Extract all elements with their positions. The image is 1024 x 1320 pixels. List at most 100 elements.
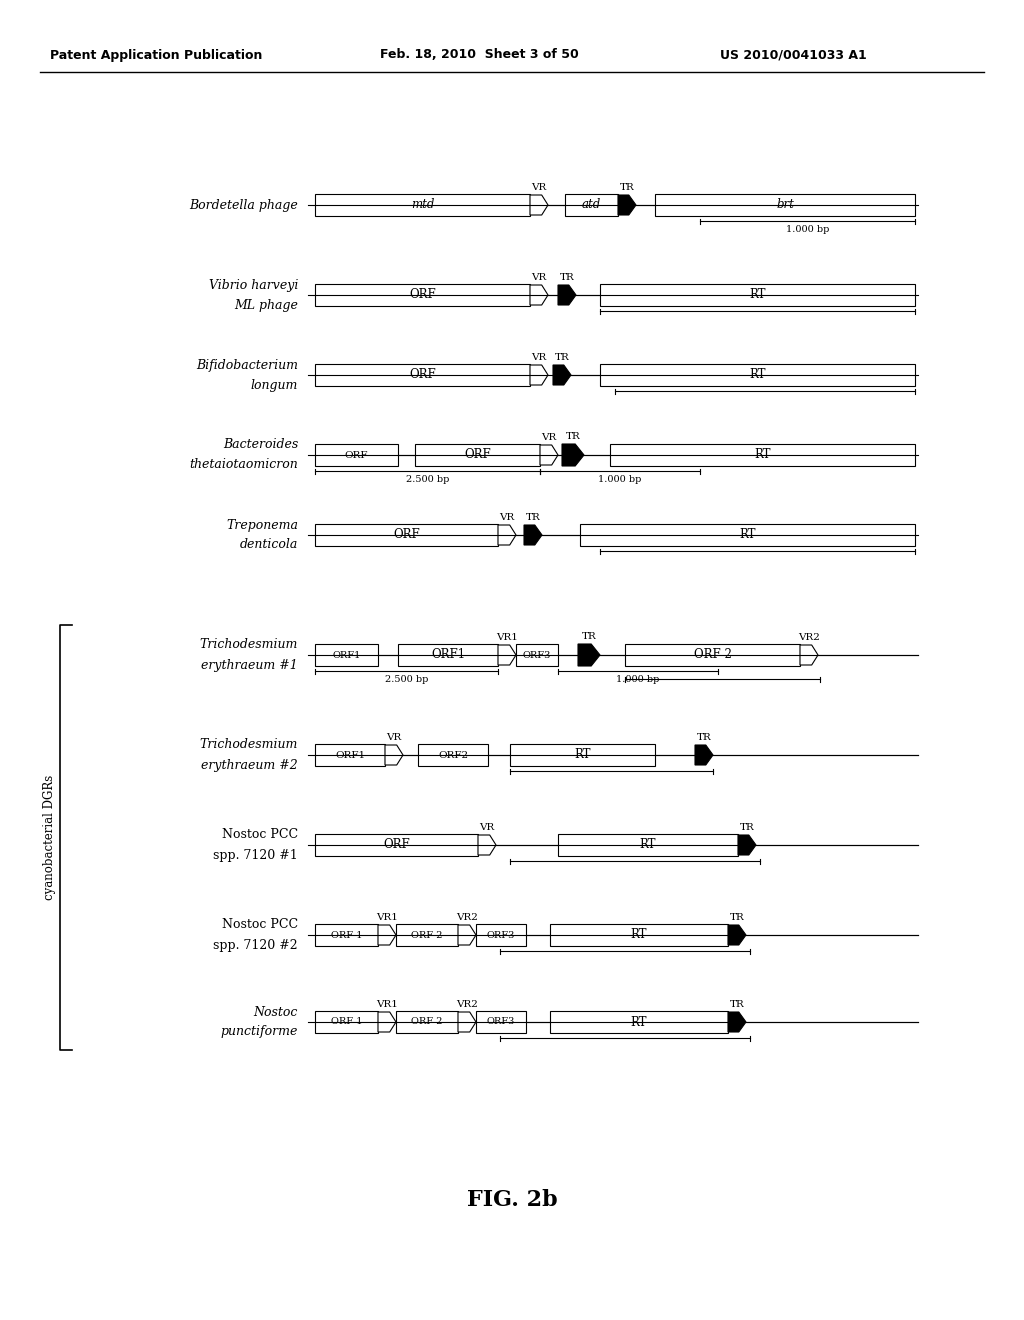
Text: ORF 1: ORF 1 (331, 931, 362, 940)
Text: ORF: ORF (393, 528, 420, 541)
Bar (655, 194, 915, 216)
Polygon shape (618, 195, 636, 215)
Text: 2.500 bp: 2.500 bp (406, 474, 450, 483)
Text: TR: TR (565, 432, 581, 441)
Text: RT: RT (631, 928, 647, 941)
Text: VR: VR (531, 352, 547, 362)
Text: ORF1: ORF1 (333, 651, 360, 660)
Text: Trichodesmium: Trichodesmium (200, 738, 298, 751)
Polygon shape (728, 925, 746, 945)
Text: TR: TR (620, 183, 635, 191)
Polygon shape (378, 925, 396, 945)
Bar (625, 644, 800, 667)
Text: VR2: VR2 (798, 634, 820, 642)
Text: ORF3: ORF3 (523, 651, 551, 660)
Text: TR: TR (696, 733, 712, 742)
Bar (315, 644, 378, 667)
Polygon shape (540, 445, 558, 465)
Text: TR: TR (525, 513, 541, 521)
Bar (315, 194, 530, 216)
Text: cyanobacterial DGRs: cyanobacterial DGRs (43, 775, 56, 900)
Text: TR: TR (730, 1001, 744, 1008)
Bar (600, 364, 915, 385)
Polygon shape (800, 645, 818, 665)
Text: VR1: VR1 (376, 1001, 398, 1008)
Text: ORF: ORF (410, 289, 436, 301)
Text: ORF 2: ORF 2 (412, 931, 442, 940)
Text: ORF 2: ORF 2 (693, 648, 731, 661)
Text: ORF3: ORF3 (486, 1018, 515, 1027)
Text: ORF: ORF (464, 449, 490, 462)
Bar (476, 1011, 526, 1034)
Polygon shape (530, 195, 548, 215)
Text: erythraeum #1: erythraeum #1 (202, 659, 298, 672)
Polygon shape (562, 444, 584, 466)
Polygon shape (458, 1012, 476, 1032)
Text: TR: TR (560, 273, 574, 282)
Text: RT: RT (640, 838, 656, 851)
Text: mtd: mtd (411, 198, 434, 211)
Bar (550, 1011, 728, 1034)
Bar (600, 284, 915, 306)
Polygon shape (578, 644, 600, 667)
Text: 1.000 bp: 1.000 bp (616, 675, 659, 684)
Text: Bordetella phage: Bordetella phage (189, 198, 298, 211)
Bar (610, 444, 915, 466)
Text: VR: VR (479, 822, 495, 832)
Bar (398, 644, 498, 667)
Text: Nostoc PCC: Nostoc PCC (222, 919, 298, 932)
Text: Feb. 18, 2010  Sheet 3 of 50: Feb. 18, 2010 Sheet 3 of 50 (380, 49, 579, 62)
Text: RT: RT (755, 449, 771, 462)
Text: ORF 2: ORF 2 (412, 1018, 442, 1027)
Text: TR: TR (730, 913, 744, 921)
Bar (580, 524, 915, 546)
Text: VR: VR (386, 733, 401, 742)
Text: VR1: VR1 (376, 913, 398, 921)
Bar (315, 444, 398, 466)
Bar (315, 524, 498, 546)
Text: denticola: denticola (240, 539, 298, 552)
Text: TR: TR (582, 632, 596, 642)
Text: VR: VR (531, 183, 547, 191)
Text: spp. 7120 #2: spp. 7120 #2 (213, 939, 298, 952)
Polygon shape (498, 525, 516, 545)
Text: VR2: VR2 (456, 1001, 478, 1008)
Text: VR: VR (542, 433, 557, 442)
Bar (418, 744, 488, 766)
Text: RT: RT (750, 289, 766, 301)
Text: RT: RT (631, 1015, 647, 1028)
Bar (315, 924, 378, 946)
Text: TR: TR (555, 352, 569, 362)
Polygon shape (498, 645, 516, 665)
Text: erythraeum #2: erythraeum #2 (202, 759, 298, 771)
Polygon shape (530, 285, 548, 305)
Text: VR2: VR2 (456, 913, 478, 921)
Text: Nostoc PCC: Nostoc PCC (222, 829, 298, 842)
Bar (550, 924, 728, 946)
Text: TR: TR (739, 822, 755, 832)
Text: ORF1: ORF1 (335, 751, 366, 759)
Text: ORF 1: ORF 1 (331, 1018, 362, 1027)
Text: ORF3: ORF3 (486, 931, 515, 940)
Bar (565, 194, 618, 216)
Text: Nostoc: Nostoc (254, 1006, 298, 1019)
Text: RT: RT (739, 528, 756, 541)
Bar (315, 364, 530, 385)
Text: VR: VR (500, 513, 515, 521)
Text: ORF2: ORF2 (438, 751, 468, 759)
Text: ORF: ORF (410, 368, 436, 381)
Bar (315, 284, 530, 306)
Bar (315, 1011, 378, 1034)
Polygon shape (695, 744, 713, 766)
Polygon shape (524, 525, 542, 545)
Text: punctiforme: punctiforme (220, 1026, 298, 1039)
Text: brt: brt (776, 198, 794, 211)
Text: thetaiotaomicron: thetaiotaomicron (189, 458, 298, 471)
Text: ORF: ORF (345, 450, 369, 459)
Bar (315, 744, 385, 766)
Text: Patent Application Publication: Patent Application Publication (50, 49, 262, 62)
Text: ORF: ORF (383, 838, 410, 851)
Text: Treponema: Treponema (226, 519, 298, 532)
Text: VR: VR (531, 273, 547, 282)
Text: RT: RT (574, 748, 591, 762)
